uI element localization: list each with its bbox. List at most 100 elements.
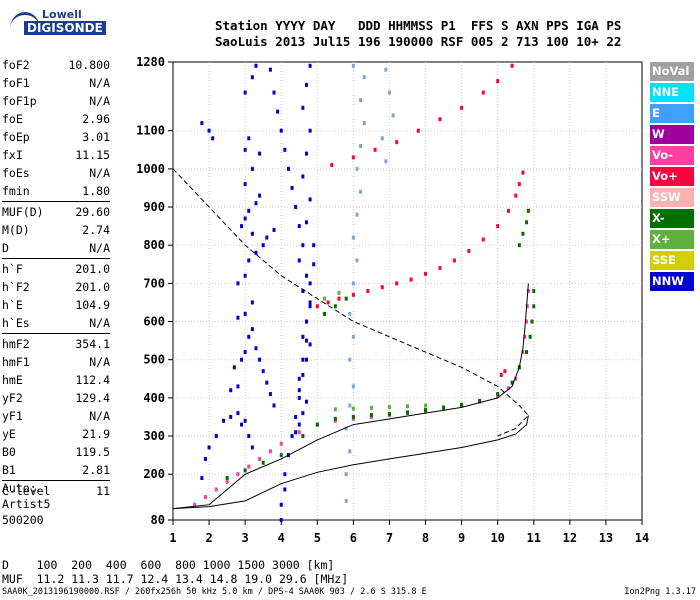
- trace-point: [279, 128, 283, 133]
- trace-point: [380, 285, 384, 290]
- trace-point: [308, 342, 312, 347]
- trace-point: [240, 422, 244, 427]
- x-tick-label: 13: [599, 531, 613, 545]
- trace-point: [247, 258, 251, 263]
- trace-point: [301, 372, 305, 377]
- trace-point: [452, 258, 456, 263]
- y-tick-label: 900: [143, 200, 165, 214]
- legend-item-e: E: [650, 104, 694, 123]
- x-tick-label: 5: [314, 531, 321, 545]
- trace-point: [351, 155, 355, 160]
- trace-point: [308, 281, 312, 286]
- trace-point: [214, 434, 218, 439]
- trace-point: [272, 403, 276, 408]
- trace-point: [384, 159, 388, 164]
- legend-item-x: X-: [650, 209, 694, 228]
- trace-point: [521, 170, 525, 175]
- param-key: yF2: [2, 391, 23, 405]
- trace-point: [261, 460, 265, 465]
- param-row: D N/A: [2, 239, 110, 257]
- trace-point: [481, 237, 485, 242]
- trace-point: [236, 472, 240, 477]
- trace-point: [304, 338, 308, 343]
- trace-point: [279, 453, 283, 458]
- trace-point: [203, 495, 207, 500]
- trace-point: [333, 407, 337, 412]
- trace-point: [409, 277, 413, 282]
- trace-point: [243, 147, 247, 152]
- trace-point: [279, 441, 283, 446]
- trace-point: [348, 357, 352, 362]
- trace-point: [351, 235, 355, 240]
- trace-point: [326, 300, 330, 305]
- trace-point: [236, 315, 240, 320]
- trace-point: [481, 90, 485, 95]
- logo-arc-icon: [10, 12, 40, 45]
- y-tick-label: 300: [143, 429, 165, 443]
- trace-point: [301, 357, 305, 362]
- legend-item-nne: NNE: [650, 83, 694, 102]
- trace-point: [424, 403, 428, 408]
- trace-point: [514, 193, 518, 198]
- trace-point: [301, 289, 305, 293]
- legend-item-vo: Vo-: [650, 146, 694, 165]
- trace-point: [279, 502, 283, 507]
- trace-point: [236, 411, 240, 416]
- param-key: h`Es: [2, 316, 30, 330]
- trace-point: [523, 334, 527, 339]
- trace-point: [254, 63, 258, 68]
- trace-point: [247, 464, 251, 469]
- trace-point: [460, 105, 464, 110]
- x-tick-label: 1: [169, 531, 176, 545]
- trace-point: [203, 456, 207, 461]
- trace-point: [301, 411, 305, 416]
- x-tick-label: 7: [386, 531, 393, 545]
- trace-point: [229, 388, 233, 393]
- trace-point: [301, 105, 305, 110]
- param-row: M(D) 2.74: [2, 221, 110, 239]
- param-key: hmF2: [2, 337, 30, 351]
- param-value: 29.60: [75, 205, 110, 219]
- trace-point: [337, 296, 341, 301]
- trace-point: [337, 290, 341, 295]
- profile-curve: [172, 283, 529, 510]
- param-row: yF2 129.4: [2, 389, 110, 407]
- param-key: M(D): [2, 223, 30, 237]
- trace-point: [258, 456, 262, 461]
- trace-point: [240, 224, 244, 229]
- trace-point: [525, 350, 529, 355]
- x-tick-label: 11: [527, 531, 541, 545]
- y-tick-label: 1280: [136, 55, 165, 69]
- file-footer: SAA0K_2013196190000.RSF / 260fx256h 50 k…: [2, 587, 427, 597]
- parameter-panel: foF2 10.800 foF1 N/A foF1p N/A foE 2.96 foEp 3.01…: [2, 56, 110, 500]
- trace-point: [243, 468, 247, 473]
- digisonde-logo: Lowell DIGISONDE: [4, 8, 106, 45]
- y-tick-label: 80: [151, 513, 165, 527]
- param-row: h`F2 201.0: [2, 278, 110, 296]
- param-row: yE 21.9: [2, 425, 110, 443]
- trace-point: [290, 434, 294, 439]
- trace-point: [250, 327, 254, 332]
- y-tick-label: 1100: [136, 124, 165, 138]
- trace-point: [406, 404, 409, 409]
- param-row: yF1 N/A: [2, 407, 110, 425]
- header-line-1: Station YYYY DAY DDD HHMMSS P1 FFS S AXN…: [215, 18, 622, 33]
- trace-point: [467, 248, 471, 253]
- trace-point: [525, 304, 529, 309]
- y-tick-label: 1000: [136, 162, 165, 176]
- trace-point: [261, 369, 265, 374]
- legend-item-ssw: SSW: [650, 188, 694, 207]
- param-key: C-level: [2, 484, 51, 498]
- station-header: Station YYYY DAY DDD HHMMSS P1 FFS S AXN…: [215, 18, 621, 50]
- trace-point: [243, 273, 247, 278]
- x-tick-label: 2: [205, 531, 212, 545]
- trace-point: [308, 300, 312, 305]
- trace-point: [272, 90, 276, 95]
- y-tick-label: 700: [143, 276, 165, 290]
- trace-point: [359, 98, 363, 103]
- param-row: h`F 201.0: [2, 260, 110, 278]
- x-tick-label: 12: [563, 531, 577, 545]
- trace-point: [207, 128, 211, 133]
- x-tick-label: 14: [635, 531, 649, 545]
